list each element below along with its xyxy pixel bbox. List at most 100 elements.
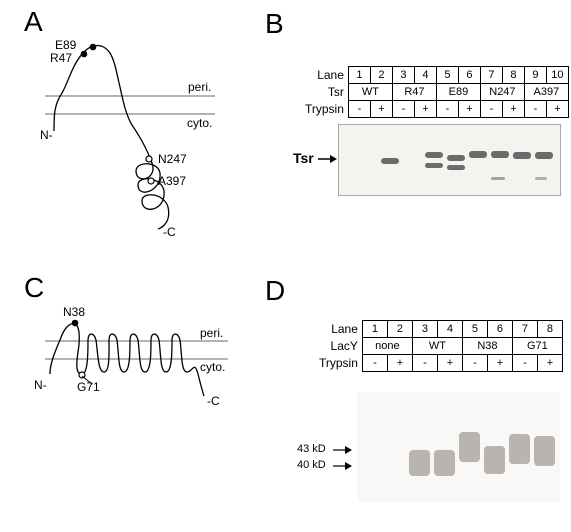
gel-band xyxy=(447,165,465,170)
trypsin-cell: + xyxy=(537,355,562,372)
panel-b-label: B xyxy=(265,8,284,40)
gel-smear xyxy=(459,432,480,462)
arrow-icon xyxy=(333,445,353,455)
construct-cell: R47 xyxy=(392,84,436,101)
panel-b-gel xyxy=(338,124,561,196)
trypsin-cell: + xyxy=(370,101,392,118)
arrow-icon xyxy=(333,461,353,471)
lane-cell: 8 xyxy=(502,67,524,84)
gel-band xyxy=(535,152,553,159)
panel-c-n-term: N- xyxy=(34,378,47,392)
table-row: LacY none WT N38 G71 xyxy=(318,338,562,355)
lane-cell: 10 xyxy=(546,67,568,84)
lane-row-label: Lane xyxy=(304,67,348,84)
trypsin-cell: - xyxy=(348,101,370,118)
construct-cell: A397 xyxy=(524,84,568,101)
construct-cell: N38 xyxy=(462,338,512,355)
construct-cell: E89 xyxy=(436,84,480,101)
trypsin-cell: + xyxy=(437,355,462,372)
trypsin-cell: - xyxy=(362,355,387,372)
trypsin-cell: - xyxy=(524,101,546,118)
panel-c-c-term: -C xyxy=(207,394,220,408)
trypsin-cell: - xyxy=(512,355,537,372)
trypsin-cell: + xyxy=(414,101,436,118)
marker-43kd: 43 kD xyxy=(297,443,326,455)
panel-c-label: C xyxy=(24,272,44,304)
n38-label: N38 xyxy=(63,305,85,319)
gel-band xyxy=(447,155,465,161)
trypsin-cell: - xyxy=(412,355,437,372)
lane-cell: 4 xyxy=(437,321,462,338)
gel-band xyxy=(469,151,487,158)
gel-smear xyxy=(434,450,455,476)
lane-cell: 9 xyxy=(524,67,546,84)
gel-band xyxy=(425,163,443,168)
panel-a-label: A xyxy=(24,6,43,38)
construct-cell: WT xyxy=(348,84,392,101)
construct-cell: none xyxy=(362,338,412,355)
lane-cell: 7 xyxy=(512,321,537,338)
e89-label: E89 xyxy=(55,38,76,52)
table-row: Lane 1 2 3 4 5 6 7 8 9 10 xyxy=(304,67,568,84)
gel-band xyxy=(491,177,505,180)
gel-band xyxy=(491,151,509,158)
lane-cell: 8 xyxy=(537,321,562,338)
lane-cell: 1 xyxy=(348,67,370,84)
trypsin-cell: - xyxy=(480,101,502,118)
tsr-row-label: Tsr xyxy=(304,84,348,101)
gel-smear xyxy=(484,446,505,474)
lane-cell: 2 xyxy=(370,67,392,84)
lane-cell: 6 xyxy=(458,67,480,84)
lane-cell: 2 xyxy=(387,321,412,338)
table-row: Lane 1 2 3 4 5 6 7 8 xyxy=(318,321,562,338)
panel-d-table: Lane 1 2 3 4 5 6 7 8 LacY none WT N38 G7… xyxy=(318,320,563,372)
lane-cell: 6 xyxy=(487,321,512,338)
construct-cell: WT xyxy=(412,338,462,355)
lane-cell: 1 xyxy=(362,321,387,338)
trypsin-cell: + xyxy=(502,101,524,118)
arrow-icon xyxy=(318,152,338,166)
table-row: Trypsin - + - + - + - + xyxy=(318,355,562,372)
trypsin-cell: - xyxy=(392,101,414,118)
trypsin-cell: + xyxy=(487,355,512,372)
lacy-topology-diagram xyxy=(42,310,232,405)
a397-label: A397 xyxy=(158,174,186,188)
tsr-arrow-label: Tsr xyxy=(293,150,314,166)
marker-40kd: 40 kD xyxy=(297,459,326,471)
lane-cell: 5 xyxy=(462,321,487,338)
lane-cell: 4 xyxy=(414,67,436,84)
panel-b-table: Lane 1 2 3 4 5 6 7 8 9 10 Tsr WT R47 E89… xyxy=(304,66,569,118)
construct-cell: N247 xyxy=(480,84,524,101)
panel-a-n-term: N- xyxy=(40,128,53,142)
lane-cell: 5 xyxy=(436,67,458,84)
lane-cell: 3 xyxy=(412,321,437,338)
construct-cell: G71 xyxy=(512,338,562,355)
tsr-topology-diagram xyxy=(40,35,220,235)
gel-band xyxy=(425,152,443,158)
gel-smear xyxy=(509,434,530,464)
trypsin-row-label: Trypsin xyxy=(318,355,362,372)
trypsin-cell: + xyxy=(458,101,480,118)
lane-cell: 7 xyxy=(480,67,502,84)
panel-d-label: D xyxy=(265,275,285,307)
table-row: Trypsin - + - + - + - + - + xyxy=(304,101,568,118)
table-row: Tsr WT R47 E89 N247 A397 xyxy=(304,84,568,101)
trypsin-cell: - xyxy=(462,355,487,372)
g71-connector xyxy=(80,374,100,388)
lane-row-label: Lane xyxy=(318,321,362,338)
gel-band xyxy=(381,158,399,164)
trypsin-cell: + xyxy=(546,101,568,118)
gel-smear xyxy=(409,450,430,476)
lacy-row-label: LacY xyxy=(318,338,362,355)
trypsin-row-label: Trypsin xyxy=(304,101,348,118)
panel-a-c-term: -C xyxy=(163,225,176,239)
gel-smear xyxy=(534,436,555,466)
r47-label: R47 xyxy=(50,51,72,65)
trypsin-cell: - xyxy=(436,101,458,118)
gel-band xyxy=(513,152,531,159)
tsr-arrow-text: Tsr xyxy=(293,150,314,166)
gel-band xyxy=(535,177,547,180)
panel-d-gel xyxy=(357,392,560,502)
trypsin-cell: + xyxy=(387,355,412,372)
n247-label: N247 xyxy=(158,152,187,166)
